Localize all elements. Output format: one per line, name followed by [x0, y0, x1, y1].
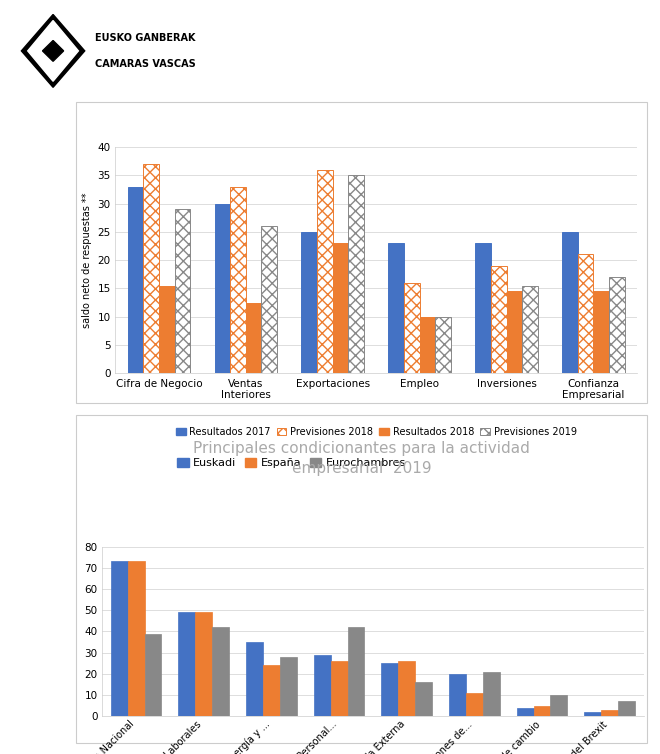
Bar	[533, 706, 550, 716]
Bar	[127, 562, 145, 716]
Polygon shape	[21, 14, 84, 87]
Text: CAMARAS VASCAS: CAMARAS VASCAS	[95, 59, 196, 69]
Bar	[415, 682, 432, 716]
Bar	[331, 661, 348, 716]
Bar	[213, 627, 229, 716]
Bar	[593, 291, 609, 373]
Polygon shape	[28, 20, 79, 81]
Bar	[302, 232, 317, 373]
Bar	[475, 244, 491, 373]
Bar	[491, 266, 507, 373]
Bar	[145, 633, 162, 716]
Bar	[388, 244, 404, 373]
Bar	[333, 244, 348, 373]
Bar	[246, 302, 261, 373]
Bar	[195, 612, 213, 716]
Bar	[449, 674, 466, 716]
Bar	[261, 226, 277, 373]
Polygon shape	[42, 41, 63, 61]
Bar	[562, 232, 578, 373]
Bar	[143, 164, 159, 373]
Bar	[348, 176, 364, 373]
Bar	[159, 286, 175, 373]
Bar	[618, 701, 635, 716]
Bar	[175, 210, 190, 373]
Bar	[111, 562, 127, 716]
Bar	[420, 317, 436, 373]
Bar	[214, 204, 230, 373]
Bar	[263, 665, 280, 716]
Bar	[314, 654, 331, 716]
Legend: Resultados 2017, Previsiones 2018, Resultados 2018, Previsiones 2019: Resultados 2017, Previsiones 2018, Resul…	[172, 423, 581, 441]
Bar	[246, 642, 263, 716]
Bar	[230, 187, 246, 373]
Text: EUSKO GANBERAK: EUSKO GANBERAK	[95, 33, 196, 43]
Bar	[348, 627, 364, 716]
Bar	[522, 286, 538, 373]
Bar	[609, 277, 625, 373]
Bar	[483, 672, 500, 716]
Y-axis label: saldo neto de respuestas **: saldo neto de respuestas **	[82, 192, 92, 328]
Bar	[466, 693, 483, 716]
Text: Principales condicionantes para la actividad
empresarial  2019: Principales condicionantes para la activ…	[193, 441, 530, 476]
Bar	[601, 710, 618, 716]
Bar	[578, 255, 593, 373]
Bar	[404, 283, 420, 373]
Bar	[178, 612, 195, 716]
Bar	[398, 661, 415, 716]
Bar	[381, 664, 398, 716]
Bar	[127, 187, 143, 373]
Bar	[280, 657, 297, 716]
Bar	[507, 291, 522, 373]
Bar	[550, 695, 568, 716]
Bar	[436, 317, 451, 373]
Bar	[517, 708, 533, 716]
Bar	[584, 712, 601, 716]
Legend: Euskadi, España, Eurochambres: Euskadi, España, Eurochambres	[173, 454, 411, 473]
Bar	[317, 170, 333, 373]
